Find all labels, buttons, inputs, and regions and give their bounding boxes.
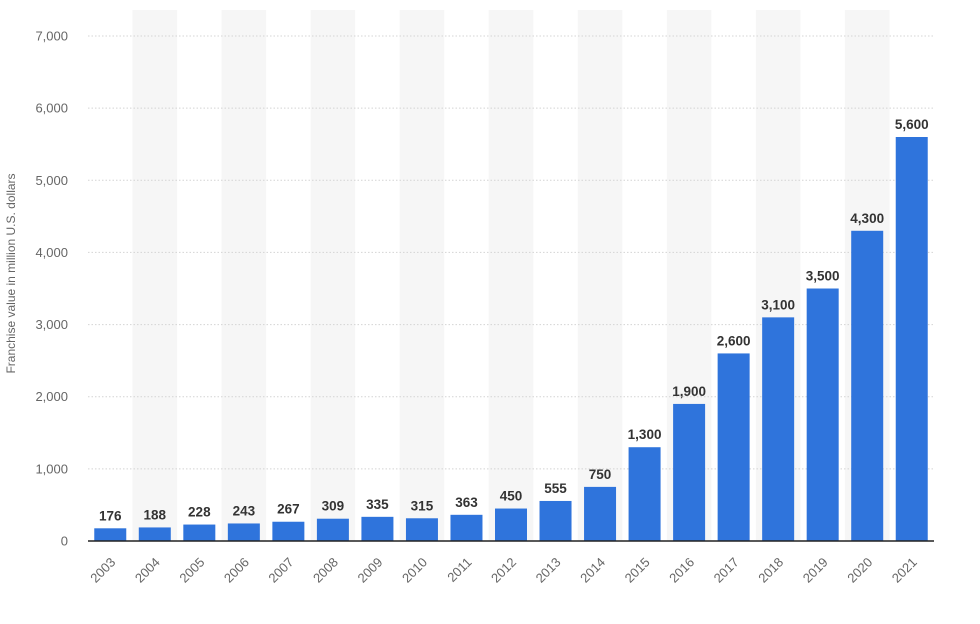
data-label-2003: 176 [99, 508, 122, 523]
bar-2019[interactable] [806, 288, 839, 542]
data-label-2007: 267 [277, 502, 300, 517]
data-label-2013: 555 [544, 481, 567, 496]
x-tick-label-2009: 2009 [354, 555, 385, 586]
x-tick-label-2003: 2003 [87, 555, 118, 586]
x-tick-label-2014: 2014 [577, 555, 608, 586]
bar-2008[interactable] [316, 518, 349, 541]
bar-2014[interactable] [584, 486, 617, 541]
bar-2010[interactable] [405, 518, 438, 541]
x-tick-label-2007: 2007 [265, 555, 296, 586]
data-label-2011: 363 [455, 495, 478, 510]
x-axis-ticks: 2003 2004 2005 2006 2007 2008 2009 2010 2011 2012… [87, 555, 920, 586]
x-tick-label-2004: 2004 [132, 555, 163, 586]
y-tick-label: 1,000 [35, 461, 68, 476]
band-2004 [132, 10, 178, 541]
bar-2015[interactable] [628, 447, 661, 541]
x-tick-label-2015: 2015 [622, 555, 653, 586]
y-tick-label: 6,000 [35, 101, 68, 116]
x-tick-label-2020: 2020 [844, 555, 875, 586]
data-label-2012: 450 [500, 489, 523, 504]
bar-2021[interactable] [895, 137, 928, 541]
data-labels: 176 188 228 243 267 309 335 315 363 450 555 750 1,30… [99, 117, 929, 523]
x-tick-label-2005: 2005 [176, 555, 207, 586]
bar-2009[interactable] [361, 516, 394, 541]
data-label-2017: 2,600 [717, 333, 751, 348]
x-tick-label-2017: 2017 [711, 555, 742, 586]
data-label-2015: 1,300 [628, 427, 662, 442]
y-tick-label: 2,000 [35, 389, 68, 404]
band-2012 [488, 10, 534, 541]
data-label-2016: 1,900 [672, 384, 706, 399]
y-tick-label: 5,000 [35, 173, 68, 188]
y-tick-label: 7,000 [35, 29, 68, 44]
x-tick-label-2013: 2013 [533, 555, 564, 586]
bar-2012[interactable] [495, 508, 527, 541]
data-label-2010: 315 [411, 498, 434, 513]
bar-2006[interactable] [227, 523, 260, 541]
x-tick-label-2011: 2011 [444, 555, 474, 585]
band-2014 [577, 10, 623, 541]
band-2006 [221, 10, 267, 541]
bar-2013[interactable] [539, 500, 572, 541]
data-label-2008: 309 [322, 499, 345, 514]
bar-2007[interactable] [272, 521, 305, 541]
x-tick-label-2019: 2019 [800, 555, 831, 586]
y-axis-ticks: 0 1,000 2,000 3,000 4,000 5,000 6,000 7,000 [35, 29, 68, 549]
band-2010 [399, 10, 445, 541]
data-label-2004: 188 [144, 507, 167, 522]
data-label-2014: 750 [589, 467, 612, 482]
x-tick-label-2012: 2012 [488, 555, 519, 586]
bar-2005[interactable] [183, 524, 216, 541]
bar-2016[interactable] [673, 403, 706, 541]
data-label-2020: 4,300 [850, 211, 884, 226]
x-tick-label-2018: 2018 [755, 555, 786, 586]
y-axis-title: Franchise value in million U.S. dollars [4, 173, 18, 373]
bar-2003[interactable] [94, 528, 127, 541]
x-tick-label-2016: 2016 [666, 555, 697, 586]
bar-2011[interactable] [450, 514, 483, 541]
data-label-2019: 3,500 [806, 269, 840, 284]
y-tick-label: 0 [61, 534, 68, 549]
data-label-2018: 3,100 [761, 297, 795, 312]
x-tick-label-2021: 2021 [889, 555, 920, 586]
y-tick-label: 4,000 [35, 245, 68, 260]
band-2008 [310, 10, 356, 541]
data-label-2006: 243 [233, 503, 256, 518]
bar-2020[interactable] [851, 230, 884, 542]
data-label-2005: 228 [188, 505, 211, 520]
data-label-2021: 5,600 [895, 117, 929, 132]
bar-2018[interactable] [762, 317, 795, 541]
bars [94, 137, 928, 542]
bar-2017[interactable] [717, 353, 750, 541]
y-tick-label: 3,000 [35, 317, 68, 332]
x-tick-label-2008: 2008 [310, 555, 341, 586]
data-label-2009: 335 [366, 497, 389, 512]
x-tick-label-2006: 2006 [221, 555, 252, 586]
x-tick-label-2010: 2010 [399, 555, 430, 586]
bar-2004[interactable] [138, 527, 171, 541]
